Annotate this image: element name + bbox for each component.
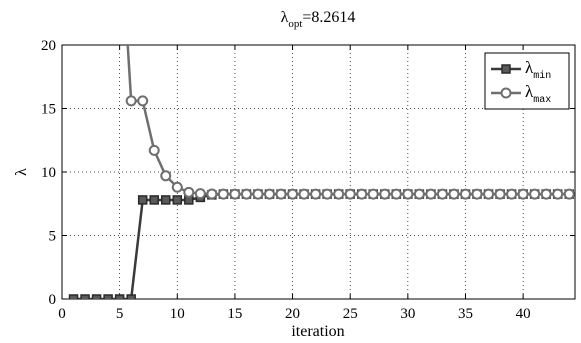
series-max-point-2 — [137, 95, 149, 107]
series-max-point-24 — [390, 188, 402, 200]
x-tick-label-2: 10 — [170, 306, 185, 322]
series-min-point-6 — [137, 195, 148, 205]
series-max-point-10 — [229, 188, 241, 200]
series-max-point-7 — [194, 188, 206, 200]
series-max-point-23 — [379, 188, 391, 200]
series-max-point-17 — [310, 188, 322, 200]
legend-box — [484, 52, 570, 110]
series-min-point-8 — [161, 195, 171, 205]
title-symbol: λ — [281, 9, 289, 26]
x-tick-label-8: 40 — [516, 306, 531, 322]
legend-min-symbol: λ — [525, 58, 534, 77]
series-max-point-26 — [413, 188, 425, 200]
y-axis-label: λ — [13, 168, 30, 176]
series-max-point-22 — [367, 188, 379, 200]
series-max-point-25 — [402, 188, 414, 200]
x-tick-label-4: 20 — [285, 306, 300, 322]
series-max-point-29 — [448, 188, 460, 200]
series-max-point-38 — [552, 188, 564, 200]
series-min-point-1 — [80, 294, 90, 299]
title-value: =8.2614 — [302, 9, 355, 26]
series-max-point-1 — [125, 95, 137, 107]
x-tick-label-3: 15 — [227, 306, 242, 322]
series-max-point-11 — [240, 188, 252, 200]
series-max-point-6 — [183, 186, 195, 198]
series-max-line — [126, 45, 570, 196]
series-max-point-12 — [252, 188, 264, 200]
series-max-point-8 — [206, 188, 218, 200]
series-max-point-28 — [436, 188, 448, 200]
series-max-point-14 — [275, 188, 287, 200]
series-max-point-39 — [563, 188, 575, 200]
legend-label-max: λmax — [525, 82, 551, 106]
series-max-point-31 — [471, 188, 483, 200]
series-min-point-5 — [126, 294, 136, 299]
x-tick-label-6: 30 — [400, 306, 415, 322]
series-min-point-4 — [114, 294, 125, 299]
series-max-point-35 — [517, 188, 529, 200]
series-min-point-9 — [172, 195, 183, 205]
x-axis-label: iteration — [291, 323, 344, 340]
series-max-point-9 — [217, 188, 229, 200]
x-tick-label-7: 35 — [458, 306, 473, 322]
series-min-point-0 — [68, 294, 79, 299]
series-max-point-27 — [425, 188, 437, 200]
y-tick-label-4: 20 — [41, 38, 56, 54]
series-max-point-37 — [540, 188, 552, 200]
series-max-point-16 — [298, 188, 310, 200]
series-max-point-36 — [529, 188, 541, 200]
title-subscript: opt — [288, 18, 302, 30]
x-tick-label-5: 25 — [343, 306, 358, 322]
series-max-point-32 — [483, 188, 495, 200]
y-tick-label-3: 15 — [41, 102, 56, 118]
legend: λmin λmax — [484, 52, 570, 110]
series-max-point-13 — [264, 188, 276, 200]
series-max-point-33 — [494, 188, 506, 200]
series-min-point-3 — [103, 294, 113, 299]
series-max-point-3 — [148, 144, 160, 156]
chart-title: λopt=8.2614 — [281, 9, 356, 30]
series-max-point-18 — [321, 188, 333, 200]
legend-marker-min — [501, 64, 511, 74]
series-max-point-20 — [344, 188, 356, 200]
legend-label-min: λmin — [525, 58, 551, 82]
series-max-point-34 — [506, 188, 518, 200]
x-tick-label-1: 5 — [116, 306, 124, 322]
series-max-point-19 — [333, 188, 345, 200]
series-min-point-2 — [91, 294, 102, 299]
y-tick-label-2: 10 — [41, 165, 56, 181]
y-tick-label-0: 0 — [49, 292, 57, 308]
y-tick-label-1: 5 — [49, 229, 57, 245]
x-tick-label-0: 0 — [58, 306, 66, 322]
series-max-point-30 — [459, 188, 471, 200]
legend-max-symbol: λ — [525, 82, 534, 101]
series-layer — [68, 45, 575, 299]
series-max-point-5 — [171, 181, 183, 193]
legend-marker-max — [500, 87, 512, 99]
legend-max-subscript: max — [533, 95, 551, 106]
series-max-point-15 — [287, 188, 299, 200]
legend-min-subscript: min — [533, 70, 551, 82]
series-min-point-7 — [149, 195, 159, 205]
series-max-point-21 — [356, 188, 368, 200]
series-max-point-4 — [160, 170, 172, 182]
